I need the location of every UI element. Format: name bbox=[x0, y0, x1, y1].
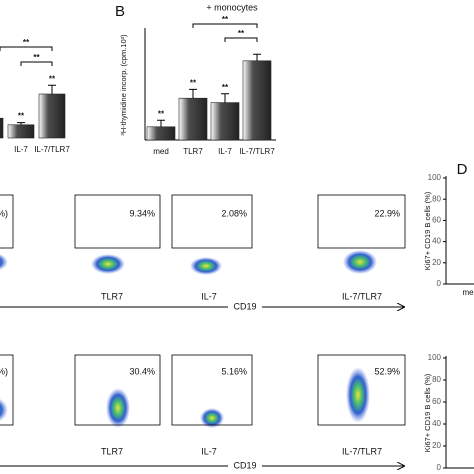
significance-label: ** bbox=[238, 29, 245, 38]
y-axis-label: ³H-thymidine incorp. (cpm.10³) bbox=[119, 34, 128, 136]
gate-percentage: 5.16% bbox=[221, 366, 247, 376]
gate-percentage: 52.9% bbox=[374, 366, 400, 376]
gate-percentage: 22.9% bbox=[374, 208, 400, 218]
significance-label: ** bbox=[18, 112, 25, 121]
y-tick-label: 40 bbox=[432, 419, 441, 428]
y-tick-label: 100 bbox=[428, 353, 442, 362]
significance-bracket bbox=[224, 37, 258, 42]
condition-label: TLR7 bbox=[101, 446, 123, 456]
error-bar bbox=[253, 53, 261, 61]
error-bar bbox=[17, 122, 25, 125]
error-bar bbox=[189, 88, 197, 99]
panel-letter: D bbox=[457, 161, 468, 178]
y-tick-label: 60 bbox=[432, 397, 441, 406]
x-tick-label: med bbox=[153, 147, 169, 156]
bar bbox=[178, 97, 208, 141]
x-tick-label: IL-7 bbox=[14, 145, 28, 154]
significance-bracket bbox=[0, 46, 53, 51]
condition-label: IL-7 bbox=[201, 446, 217, 456]
error-bar bbox=[221, 93, 229, 103]
cell-population bbox=[346, 367, 370, 423]
significance-label: ** bbox=[33, 53, 40, 62]
condition-label: IL-7/TLR7 bbox=[342, 446, 382, 456]
significance-label: ** bbox=[190, 79, 197, 88]
gate bbox=[74, 194, 161, 249]
significance-bracket bbox=[20, 61, 53, 66]
significance-bracket bbox=[192, 23, 258, 28]
x-tick-label: IL-7/TLR7 bbox=[34, 145, 70, 154]
cell-population bbox=[106, 388, 130, 428]
significance-label: ** bbox=[23, 38, 30, 47]
y-tick-label: 80 bbox=[432, 375, 441, 384]
y-axis-label: Ki67+ CD19 B cells (%) bbox=[423, 191, 432, 270]
bar bbox=[210, 102, 240, 141]
y-tick-label: 20 bbox=[432, 441, 441, 450]
gate bbox=[171, 354, 253, 426]
gate bbox=[317, 354, 406, 426]
axis-label: CD19 bbox=[233, 301, 256, 311]
chart-title: + monocytes bbox=[206, 2, 258, 12]
bar bbox=[146, 126, 176, 141]
significance-label: ** bbox=[49, 74, 56, 83]
gate bbox=[0, 354, 14, 426]
cell-population bbox=[0, 253, 8, 271]
gate bbox=[0, 194, 14, 249]
bar bbox=[242, 60, 272, 141]
gate bbox=[317, 194, 406, 249]
gate-percentage: 30.4% bbox=[129, 366, 155, 376]
significance-label: ** bbox=[222, 83, 229, 92]
x-tick-label: me bbox=[462, 288, 474, 297]
cell-population bbox=[343, 250, 377, 274]
significance-label: ** bbox=[222, 15, 229, 24]
y-tick-label: 0 bbox=[437, 279, 442, 288]
gate-percentage: 9.34% bbox=[129, 208, 155, 218]
label-backdrop bbox=[228, 460, 262, 472]
y-axis-label: Ki67+ CD19 B cells (%) bbox=[423, 373, 432, 452]
condition-label: TLR7 bbox=[101, 291, 123, 301]
y-tick-label: 60 bbox=[432, 216, 441, 225]
gate bbox=[74, 354, 161, 426]
gate bbox=[171, 194, 253, 249]
bar bbox=[0, 117, 4, 139]
gate-percentage: 2.08% bbox=[221, 208, 247, 218]
bar bbox=[38, 93, 66, 139]
cell-population bbox=[190, 257, 222, 275]
y-tick-label: 100 bbox=[428, 173, 442, 182]
bar bbox=[7, 124, 35, 139]
y-tick-label: 20 bbox=[432, 258, 441, 267]
cell-population bbox=[0, 398, 8, 422]
y-tick-label: 80 bbox=[432, 194, 441, 203]
y-tick-label: 40 bbox=[432, 237, 441, 246]
axis-label: CD19 bbox=[233, 460, 256, 470]
y-tick-label: 0 bbox=[437, 463, 442, 472]
x-tick-label: TLR7 bbox=[183, 147, 203, 156]
significance-label: ** bbox=[158, 109, 165, 118]
error-bar bbox=[157, 119, 165, 127]
gate-percentage: %) bbox=[0, 366, 8, 376]
x-tick-label: IL-7 bbox=[218, 147, 232, 156]
gate-percentage: %) bbox=[0, 208, 8, 218]
error-bar bbox=[48, 84, 56, 94]
condition-label: IL-7/TLR7 bbox=[342, 291, 382, 301]
cell-population bbox=[200, 408, 224, 428]
condition-label: IL-7 bbox=[201, 291, 217, 301]
cell-population bbox=[91, 254, 125, 274]
panel-letter: B bbox=[115, 3, 125, 20]
label-backdrop bbox=[228, 301, 262, 313]
x-tick-label: IL-7/TLR7 bbox=[239, 147, 275, 156]
